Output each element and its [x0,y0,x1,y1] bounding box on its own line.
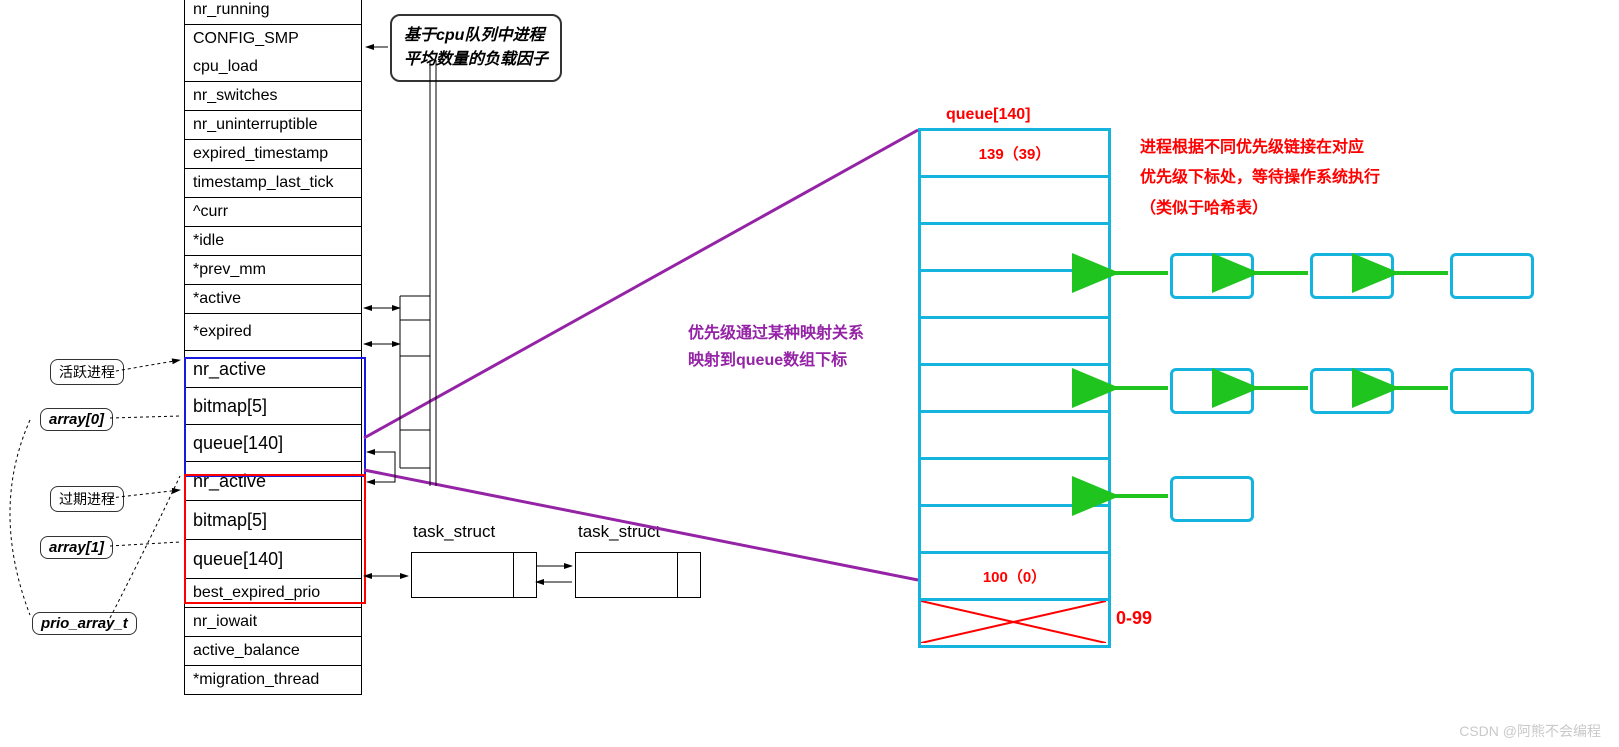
struct-table: nr_running CONFIG_SMP cpu_load nr_switch… [184,0,362,695]
queue-array: 139（39） 100（0） [918,128,1111,648]
field-prev-mm: *prev_mm [185,256,362,285]
watermark: CSDN @阿熊不会编程 [1459,721,1601,741]
list-node [1170,476,1254,522]
queue-slot-crossed [920,600,1110,647]
queue-idx-100: 100（0） [920,553,1110,600]
red-anno-l1: 进程根据不同优先级链接在对应 [1140,139,1364,156]
field-nr-iowait: nr_iowait [185,608,362,637]
field-idle: *idle [185,227,362,256]
red-anno-l3: （类似于哈希表） [1140,200,1268,217]
callout-cpu-load: 基于cpu队列中进程 平均数量的负载因子 [390,14,562,82]
field-queue-0: queue[140] [185,425,362,462]
field-bitmap-1: bitmap[5] [185,501,362,540]
field-nr-switches: nr_switches [185,82,362,111]
field-cpu-load: cpu_load [185,53,362,82]
field-queue-1: queue[140] [185,540,362,579]
queue-idx-139: 139（39） [920,130,1110,177]
list-node [1170,253,1254,299]
label-array1: array[1] [40,536,113,559]
label-task-struct-2: task_struct [578,522,660,542]
queue-slot [920,177,1110,224]
label-active-proc: 活跃进程 [50,359,124,385]
queue-range-label: 0-99 [1116,608,1152,629]
field-nr-active-0: nr_active [185,351,362,388]
label-expired-proc: 过期进程 [50,486,124,512]
field-best-expired-prio: best_expired_prio [185,579,362,608]
queue-slot [920,224,1110,271]
purple-annotation: 优先级通过某种映射关系 映射到queue数组下标 [688,320,864,374]
task-struct-box-2 [575,552,701,598]
red-annotation: 进程根据不同优先级链接在对应 优先级下标处，等待操作系统执行 （类似于哈希表） [1140,133,1380,224]
field-curr: ^curr [185,198,362,227]
queue-slot [920,318,1110,365]
label-array0: array[0] [40,408,113,431]
task-struct-box-1 [411,552,537,598]
queue-slot [920,365,1110,412]
list-node [1310,253,1394,299]
field-expired-timestamp: expired_timestamp [185,140,362,169]
list-node [1170,368,1254,414]
field-bitmap-0: bitmap[5] [185,388,362,425]
queue-slot [920,271,1110,318]
queue-slot [920,412,1110,459]
field-active-balance: active_balance [185,637,362,666]
field-migration-thread: *migration_thread [185,666,362,695]
queue-title: queue[140] [946,106,1030,124]
list-node [1310,368,1394,414]
purple-anno-l1: 优先级通过某种映射关系 [688,325,864,342]
struct-table-container: nr_running CONFIG_SMP cpu_load nr_switch… [184,0,362,695]
queue-slot [920,506,1110,553]
field-active: *active [185,285,362,314]
callout-line1: 基于cpu队列中进程 [404,27,544,44]
field-expired: *expired [185,314,362,351]
list-node [1450,253,1534,299]
field-nr-active-1: nr_active [185,462,362,501]
label-task-struct-1: task_struct [413,522,495,542]
purple-anno-l2: 映射到queue数组下标 [688,352,847,369]
queue-slot [920,459,1110,506]
field-timestamp-last-tick: timestamp_last_tick [185,169,362,198]
field-nr-uninterruptible: nr_uninterruptible [185,111,362,140]
list-node [1450,368,1534,414]
red-anno-l2: 优先级下标处，等待操作系统执行 [1140,169,1380,186]
field-config-smp: CONFIG_SMP [185,25,362,54]
label-prio-array-t: prio_array_t [32,612,137,635]
field-nr-running: nr_running [185,0,362,25]
callout-line2: 平均数量的负载因子 [404,51,548,68]
